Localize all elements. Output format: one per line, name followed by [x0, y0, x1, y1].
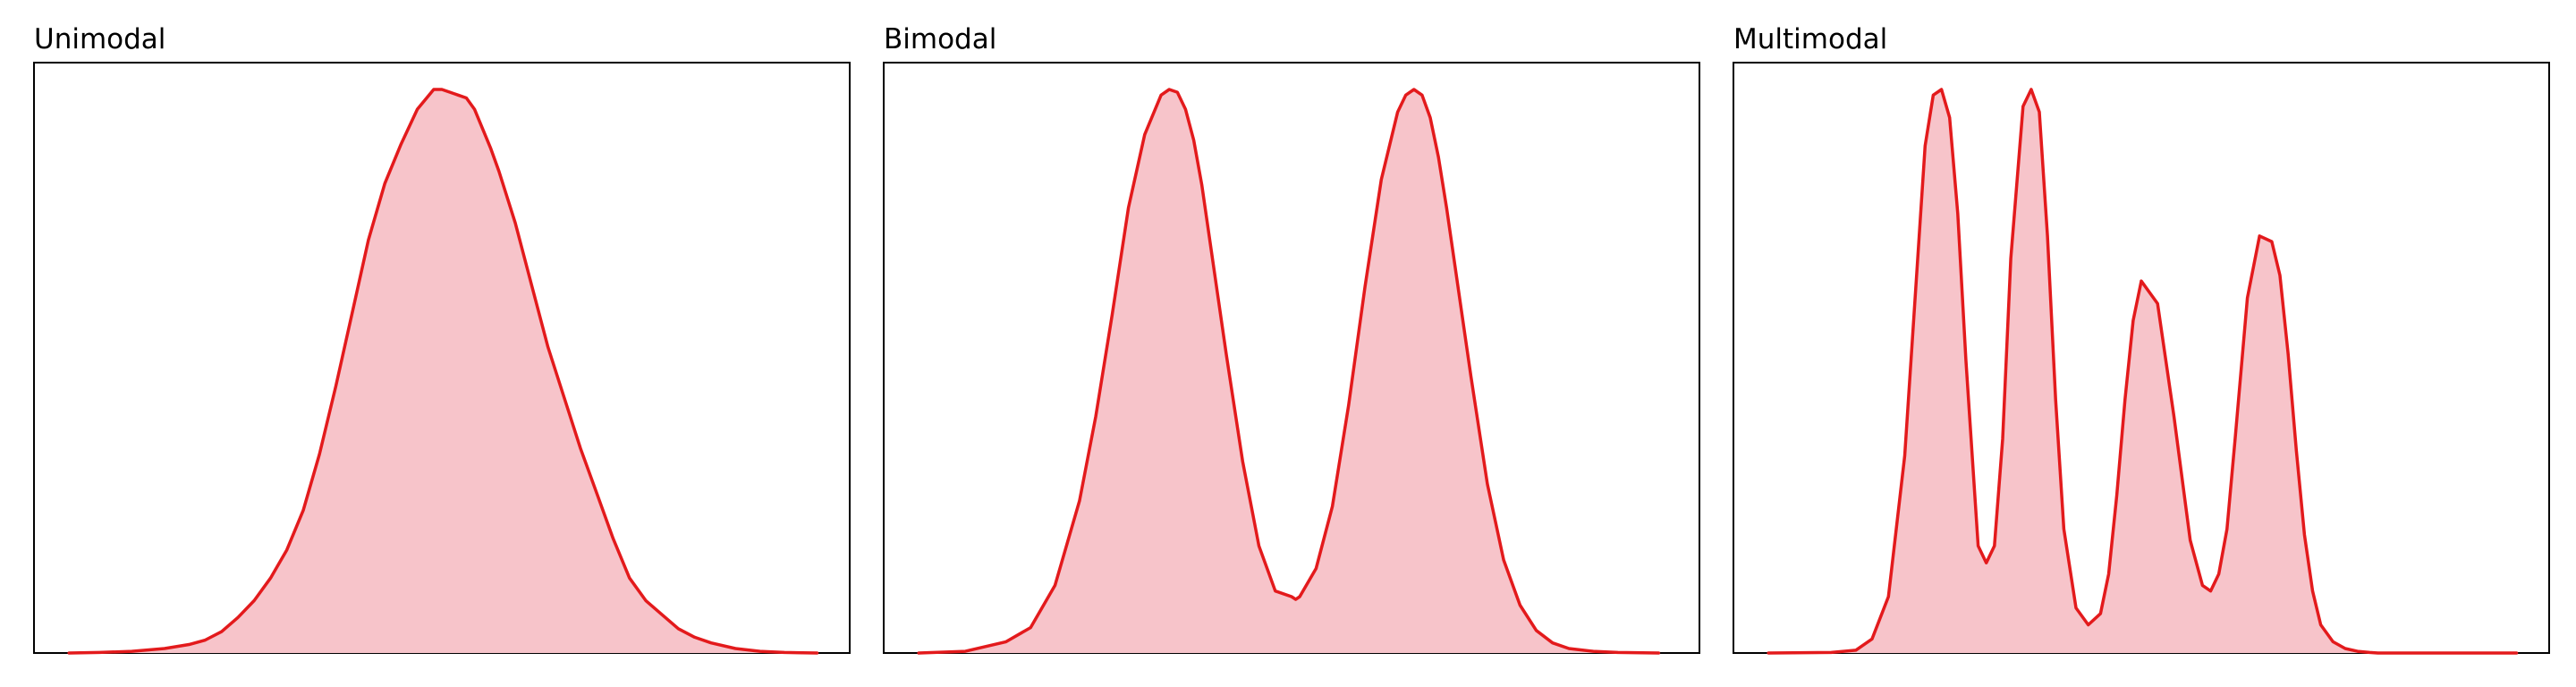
chart-panel-unimodal: Unimodal — [33, 23, 851, 655]
chart-panel-multimodal: Multimodal — [1733, 23, 2550, 655]
chart-title: Unimodal — [34, 23, 165, 55]
density-fill — [1768, 89, 2517, 653]
density-line — [917, 88, 1661, 655]
chart-title: Bimodal — [884, 23, 996, 55]
chart-panel-bimodal: Bimodal — [883, 23, 1700, 655]
density-fill — [919, 89, 1659, 653]
density-line — [67, 88, 819, 655]
density-line — [1767, 88, 2519, 655]
density-fill — [69, 89, 818, 653]
chart-title: Multimodal — [1733, 23, 1887, 55]
